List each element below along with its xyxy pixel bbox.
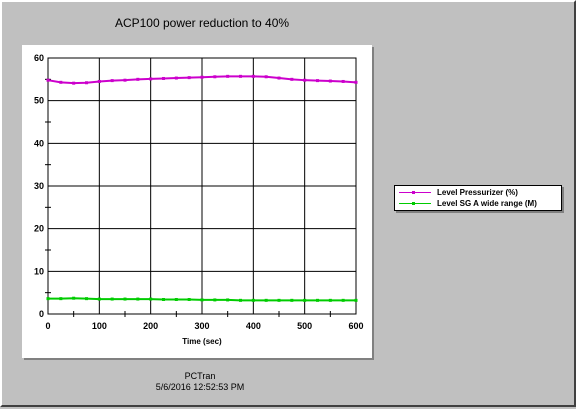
plot-frame: [47, 57, 357, 315]
x-tick-label: 0: [45, 321, 50, 331]
series-point-0: [187, 76, 191, 80]
series-point-1: [341, 298, 345, 302]
series-point-1: [174, 297, 178, 301]
legend-swatch-sg-level: [399, 203, 431, 204]
series-point-1: [72, 296, 76, 300]
series-point-0: [239, 74, 242, 78]
series-point-1: [46, 297, 50, 301]
legend-marker-sg-level: [412, 202, 415, 205]
series-point-0: [72, 81, 76, 85]
series-point-1: [110, 297, 114, 301]
footer-program: PCTran: [184, 371, 216, 381]
legend: Level Pressurizer (%) Level SG A wide ra…: [394, 185, 562, 211]
series-point-0: [264, 75, 268, 79]
series-point-1: [264, 298, 268, 302]
series-point-1: [303, 298, 307, 302]
series-point-0: [251, 74, 255, 78]
y-tick-label: 30: [34, 181, 44, 191]
series-point-1: [123, 297, 127, 301]
series-point-0: [136, 77, 140, 81]
series-point-1: [187, 297, 191, 301]
series-point-0: [200, 75, 204, 79]
series-point-1: [200, 298, 204, 302]
series-point-1: [149, 297, 153, 301]
x-tick-label: 300: [194, 321, 209, 331]
y-tick-label: 40: [34, 138, 44, 148]
series-point-0: [354, 80, 358, 84]
series-point-0: [46, 78, 50, 82]
series-point-1: [316, 298, 319, 302]
series-point-1: [290, 298, 294, 302]
series-point-0: [303, 78, 307, 82]
series-point-0: [290, 77, 294, 81]
x-axis-label: Time (sec): [182, 337, 222, 346]
series-point-0: [341, 79, 345, 83]
series-point-0: [226, 74, 230, 78]
series-point-1: [162, 297, 165, 301]
x-tick-label: 200: [143, 321, 158, 331]
series-point-0: [162, 76, 165, 80]
series-point-1: [59, 297, 63, 301]
legend-swatch-pressurizer: [399, 192, 431, 193]
series-point-0: [277, 76, 281, 80]
series-point-1: [328, 298, 332, 302]
series-point-1: [354, 298, 358, 302]
series-point-0: [85, 81, 88, 85]
series-point-1: [85, 297, 88, 301]
series-point-0: [316, 79, 319, 83]
series-point-1: [239, 298, 242, 302]
series-point-0: [213, 75, 217, 79]
series-point-1: [97, 297, 101, 301]
series-point-0: [149, 77, 153, 81]
y-tick-label: 10: [34, 266, 44, 276]
legend-marker-pressurizer: [412, 191, 415, 194]
legend-label-pressurizer: Level Pressurizer (%): [437, 188, 518, 197]
y-tick-label: 0: [39, 309, 44, 319]
y-tick-label: 60: [34, 53, 44, 63]
series-point-1: [226, 298, 230, 302]
x-tick-label: 500: [297, 321, 312, 331]
series-point-0: [328, 79, 332, 83]
series-point-0: [174, 76, 178, 80]
x-tick-label: 600: [348, 321, 363, 331]
chart-title: ACP100 power reduction to 40%: [114, 16, 290, 30]
series-point-0: [97, 79, 101, 83]
series-point-1: [277, 298, 281, 302]
series-point-1: [251, 298, 255, 302]
series-point-0: [110, 79, 114, 83]
series-point-0: [123, 78, 127, 82]
y-tick-label: 50: [34, 96, 44, 106]
series-point-1: [213, 298, 217, 302]
legend-label-sg-level: Level SG A wide range (M): [437, 199, 537, 208]
x-tick-label: 400: [246, 321, 261, 331]
legend-item-pressurizer: Level Pressurizer (%): [395, 187, 561, 198]
legend-item-sg-level: Level SG A wide range (M): [395, 198, 561, 209]
y-tick-label: 20: [34, 224, 44, 234]
plot-panel: [22, 45, 372, 358]
x-tick-label: 100: [92, 321, 107, 331]
footer-timestamp: 5/6/2016 12:52:53 PM: [155, 382, 245, 392]
series-point-1: [136, 297, 140, 301]
series-point-0: [59, 80, 63, 84]
